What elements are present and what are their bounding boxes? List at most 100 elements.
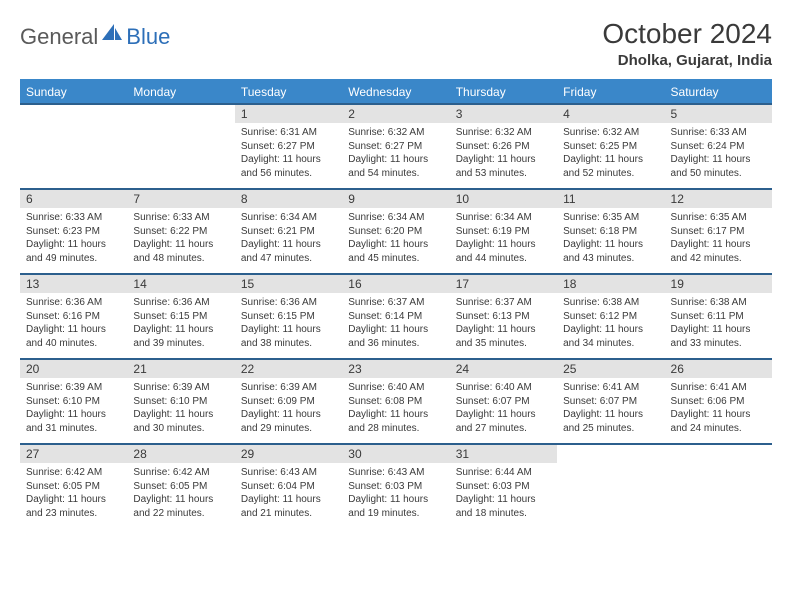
day-number: 24: [450, 359, 557, 378]
day-detail: Sunrise: 6:32 AMSunset: 6:25 PMDaylight:…: [557, 123, 664, 189]
day-number: [665, 444, 772, 463]
logo-text-part2: Blue: [126, 24, 170, 50]
day-detail: Sunrise: 6:36 AMSunset: 6:16 PMDaylight:…: [20, 293, 127, 359]
day-number: 26: [665, 359, 772, 378]
sunset-text: Sunset: 6:15 PM: [241, 310, 336, 324]
daylight-text: Daylight: 11 hours and 27 minutes.: [456, 408, 551, 435]
sunset-text: Sunset: 6:05 PM: [26, 480, 121, 494]
daylight-text: Daylight: 11 hours and 33 minutes.: [671, 323, 766, 350]
day-detail-row: Sunrise: 6:33 AMSunset: 6:23 PMDaylight:…: [20, 208, 772, 274]
sunset-text: Sunset: 6:16 PM: [26, 310, 121, 324]
day-number: 14: [127, 274, 234, 293]
day-detail: Sunrise: 6:33 AMSunset: 6:24 PMDaylight:…: [665, 123, 772, 189]
sunrise-text: Sunrise: 6:32 AM: [348, 126, 443, 140]
title-block: October 2024 Dholka, Gujarat, India: [602, 18, 772, 69]
day-number: 30: [342, 444, 449, 463]
day-number: 1: [235, 104, 342, 123]
sunset-text: Sunset: 6:05 PM: [133, 480, 228, 494]
day-number: 18: [557, 274, 664, 293]
sunrise-text: Sunrise: 6:44 AM: [456, 466, 551, 480]
sunrise-text: Sunrise: 6:43 AM: [348, 466, 443, 480]
daylight-text: Daylight: 11 hours and 56 minutes.: [241, 153, 336, 180]
sunrise-text: Sunrise: 6:37 AM: [348, 296, 443, 310]
sunrise-text: Sunrise: 6:41 AM: [563, 381, 658, 395]
day-detail: [127, 123, 234, 189]
day-number-row: 13141516171819: [20, 274, 772, 293]
sunset-text: Sunset: 6:20 PM: [348, 225, 443, 239]
sunset-text: Sunset: 6:15 PM: [133, 310, 228, 324]
day-number-row: 12345: [20, 104, 772, 123]
daylight-text: Daylight: 11 hours and 35 minutes.: [456, 323, 551, 350]
day-number: 12: [665, 189, 772, 208]
sunset-text: Sunset: 6:03 PM: [456, 480, 551, 494]
day-header: Thursday: [450, 80, 557, 104]
sunrise-text: Sunrise: 6:33 AM: [133, 211, 228, 225]
day-detail-row: Sunrise: 6:36 AM Sunset: 6:16 PM Daylight:…: [20, 293, 772, 359]
day-detail-row: Sunrise: 6:31 AMSunset: 6:27 PMDaylight:…: [20, 123, 772, 189]
sunset-text: Sunset: 6:12 PM: [563, 310, 658, 324]
day-number: 27: [20, 444, 127, 463]
sunrise-text: Sunrise: 6:38 AM: [671, 296, 766, 310]
day-number: 31: [450, 444, 557, 463]
day-number: 17: [450, 274, 557, 293]
day-number: 2: [342, 104, 449, 123]
sunrise-text: Sunrise: 6:39 AM: [241, 381, 336, 395]
day-detail: [557, 463, 664, 528]
sunset-text: Sunset: 6:18 PM: [563, 225, 658, 239]
sunset-text: Sunset: 6:24 PM: [671, 140, 766, 154]
day-number: 15: [235, 274, 342, 293]
sunset-text: Sunset: 6:25 PM: [563, 140, 658, 154]
day-detail: Sunrise: 6:35 AMSunset: 6:17 PMDaylight:…: [665, 208, 772, 274]
day-number-row: 2728293031: [20, 444, 772, 463]
day-number-row: 6789101112: [20, 189, 772, 208]
day-detail: Sunrise: 6:32 AMSunset: 6:27 PMDaylight:…: [342, 123, 449, 189]
day-number: 5: [665, 104, 772, 123]
day-number: 6: [20, 189, 127, 208]
logo-sail-icon: [102, 24, 124, 47]
sunrise-text: Sunrise: 6:39 AM: [133, 381, 228, 395]
daylight-text: Daylight: 11 hours and 38 minutes.: [241, 323, 336, 350]
day-detail: Sunrise: 6:36 AMSunset: 6:15 PMDaylight:…: [127, 293, 234, 359]
sunset-text: Sunset: 6:10 PM: [133, 395, 228, 409]
day-detail: Sunrise: 6:37 AMSunset: 6:14 PMDaylight:…: [342, 293, 449, 359]
sunset-text: Sunset: 6:10 PM: [26, 395, 121, 409]
daylight-text: Daylight: 11 hours and 25 minutes.: [563, 408, 658, 435]
day-number: 13: [20, 274, 127, 293]
day-number: [557, 444, 664, 463]
day-header: Monday: [127, 80, 234, 104]
sunset-text: Sunset: 6:23 PM: [26, 225, 121, 239]
day-header: Tuesday: [235, 80, 342, 104]
day-detail: Sunrise: 6:39 AMSunset: 6:10 PMDaylight:…: [127, 378, 234, 444]
day-detail: Sunrise: 6:34 AMSunset: 6:19 PMDaylight:…: [450, 208, 557, 274]
sunrise-text: Sunrise: 6:43 AM: [241, 466, 336, 480]
sunset-text: Sunset: 6:06 PM: [671, 395, 766, 409]
day-detail: Sunrise: 6:33 AMSunset: 6:23 PMDaylight:…: [20, 208, 127, 274]
sunrise-text: Sunrise: 6:34 AM: [241, 211, 336, 225]
sunset-text: Sunset: 6:19 PM: [456, 225, 551, 239]
daylight-text: Daylight: 11 hours and 24 minutes.: [671, 408, 766, 435]
day-detail-row: Sunrise: 6:39 AMSunset: 6:10 PMDaylight:…: [20, 378, 772, 444]
sunrise-text: Sunrise: 6:38 AM: [563, 296, 658, 310]
sunrise-text: Sunrise: 6:32 AM: [456, 126, 551, 140]
day-detail: Sunrise: 6:36 AMSunset: 6:15 PMDaylight:…: [235, 293, 342, 359]
daylight-text: Daylight: 11 hours and 39 minutes.: [133, 323, 228, 350]
day-detail: Sunrise: 6:33 AMSunset: 6:22 PMDaylight:…: [127, 208, 234, 274]
day-header-row: SundayMondayTuesdayWednesdayThursdayFrid…: [20, 80, 772, 104]
sunset-text: Sunset: 6:07 PM: [563, 395, 658, 409]
daylight-text: Daylight: 11 hours and 21 minutes.: [241, 493, 336, 520]
sunrise-text: Sunrise: 6:34 AM: [348, 211, 443, 225]
daylight-text: Daylight: 11 hours and 30 minutes.: [133, 408, 228, 435]
day-detail: Sunrise: 6:34 AMSunset: 6:21 PMDaylight:…: [235, 208, 342, 274]
daylight-text: Daylight: 11 hours and 18 minutes.: [456, 493, 551, 520]
header: General Blue October 2024 Dholka, Gujara…: [20, 18, 772, 69]
day-number: 20: [20, 359, 127, 378]
day-detail: Sunrise: 6:31 AMSunset: 6:27 PMDaylight:…: [235, 123, 342, 189]
daylight-text: Daylight: 11 hours and 34 minutes.: [563, 323, 658, 350]
sunrise-text: Sunrise: 6:35 AM: [671, 211, 766, 225]
day-detail: Sunrise: 6:42 AMSunset: 6:05 PMDaylight:…: [20, 463, 127, 528]
day-detail: Sunrise: 6:41 AMSunset: 6:07 PMDaylight:…: [557, 378, 664, 444]
sunrise-text: Sunrise: 6:36 AM: [241, 296, 336, 310]
sunrise-text: Sunrise: 6:40 AM: [348, 381, 443, 395]
daylight-text: Daylight: 11 hours and 22 minutes.: [133, 493, 228, 520]
day-detail: Sunrise: 6:44 AMSunset: 6:03 PMDaylight:…: [450, 463, 557, 528]
